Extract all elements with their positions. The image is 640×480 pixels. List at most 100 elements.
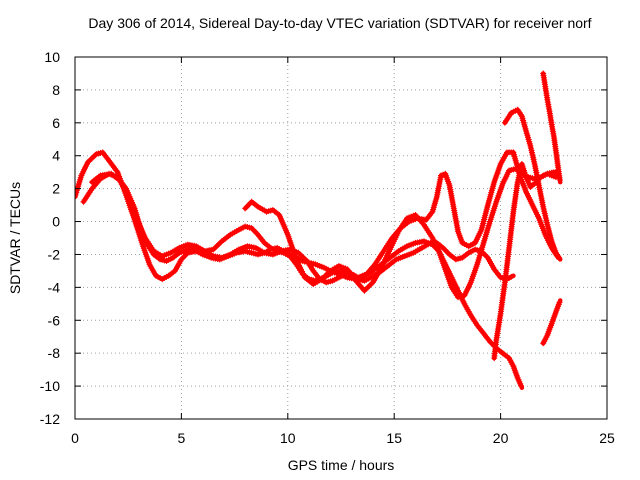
data-point	[553, 310, 558, 314]
data-point	[492, 180, 497, 185]
x-tick-label: 20	[493, 430, 509, 446]
data-point	[558, 257, 563, 262]
data-point	[462, 293, 467, 298]
data-point	[507, 356, 512, 361]
series-group	[75, 70, 563, 390]
data-point	[524, 175, 529, 180]
data-point	[515, 375, 520, 380]
data-point	[536, 183, 541, 188]
data-point	[322, 265, 326, 270]
data-point	[177, 245, 182, 250]
data-point	[381, 249, 386, 254]
data-point	[385, 264, 390, 268]
data-point	[179, 257, 184, 262]
data-point	[488, 219, 492, 224]
x-axis-label: GPS time / hours	[288, 457, 395, 473]
data-point	[336, 275, 341, 280]
data-point	[313, 262, 318, 267]
data-point	[236, 227, 241, 232]
data-point	[143, 236, 148, 240]
data-point	[536, 216, 541, 221]
data-point	[328, 268, 333, 273]
data-point	[275, 249, 280, 254]
series-track-3	[89, 149, 561, 284]
data-point	[502, 280, 507, 285]
data-point	[519, 385, 524, 390]
data-point	[513, 166, 518, 171]
data-point	[422, 222, 426, 227]
data-point	[549, 122, 554, 127]
data-point	[256, 232, 260, 237]
y-tick-label: 4	[52, 148, 60, 164]
data-point	[549, 321, 554, 326]
data-point	[545, 171, 550, 176]
data-point	[439, 173, 443, 178]
data-point	[270, 208, 275, 212]
data-point	[541, 204, 546, 209]
x-tick-label: 10	[280, 430, 296, 446]
data-point	[500, 351, 505, 356]
y-tick-label: 8	[52, 82, 60, 98]
data-point	[519, 114, 524, 119]
data-point	[460, 240, 465, 245]
data-point	[173, 268, 177, 273]
data-point	[502, 120, 507, 125]
ticks	[74, 56, 608, 420]
data-point	[243, 206, 248, 211]
data-point	[466, 250, 471, 255]
data-point	[443, 267, 448, 272]
data-point	[141, 244, 146, 249]
x-tick-label: 5	[178, 430, 186, 446]
y-tick-label: 10	[44, 49, 60, 65]
y-tick-label: -6	[48, 312, 61, 328]
data-point	[134, 216, 139, 221]
data-point	[551, 170, 556, 175]
data-point	[462, 301, 467, 306]
data-point	[368, 275, 373, 280]
data-point	[488, 339, 492, 344]
data-point	[353, 278, 358, 283]
data-point	[249, 250, 254, 255]
data-point	[422, 239, 426, 244]
data-point	[405, 244, 409, 249]
data-point	[98, 173, 103, 178]
data-point	[168, 250, 173, 255]
series-track-4	[242, 165, 561, 301]
data-point	[362, 288, 367, 293]
y-tick-label: 0	[52, 214, 60, 230]
data-point	[90, 186, 94, 191]
data-point	[115, 170, 120, 175]
data-point	[447, 252, 452, 257]
data-point	[411, 250, 416, 255]
data-point	[545, 222, 550, 227]
data-point	[419, 245, 424, 250]
data-point	[532, 162, 537, 166]
data-point	[541, 173, 546, 178]
data-point	[319, 277, 324, 282]
data-point	[90, 180, 94, 185]
data-point	[509, 110, 514, 115]
data-point	[402, 254, 407, 259]
data-point	[413, 213, 418, 217]
data-point	[170, 255, 175, 260]
data-point	[166, 273, 171, 278]
data-point	[481, 240, 486, 245]
data-point	[451, 206, 456, 211]
data-point	[543, 232, 548, 237]
data-point	[511, 209, 516, 214]
data-point	[256, 252, 260, 257]
data-point	[100, 150, 105, 155]
data-point	[405, 216, 409, 221]
data-point	[262, 250, 267, 255]
data-point	[285, 232, 290, 237]
y-tick-label: -12	[40, 411, 60, 427]
data-point	[345, 267, 350, 272]
data-point	[243, 224, 248, 229]
data-point	[281, 250, 286, 255]
data-point	[549, 239, 554, 244]
data-point	[264, 209, 269, 214]
data-point	[287, 254, 292, 259]
data-point	[164, 259, 169, 263]
data-point	[494, 338, 499, 342]
